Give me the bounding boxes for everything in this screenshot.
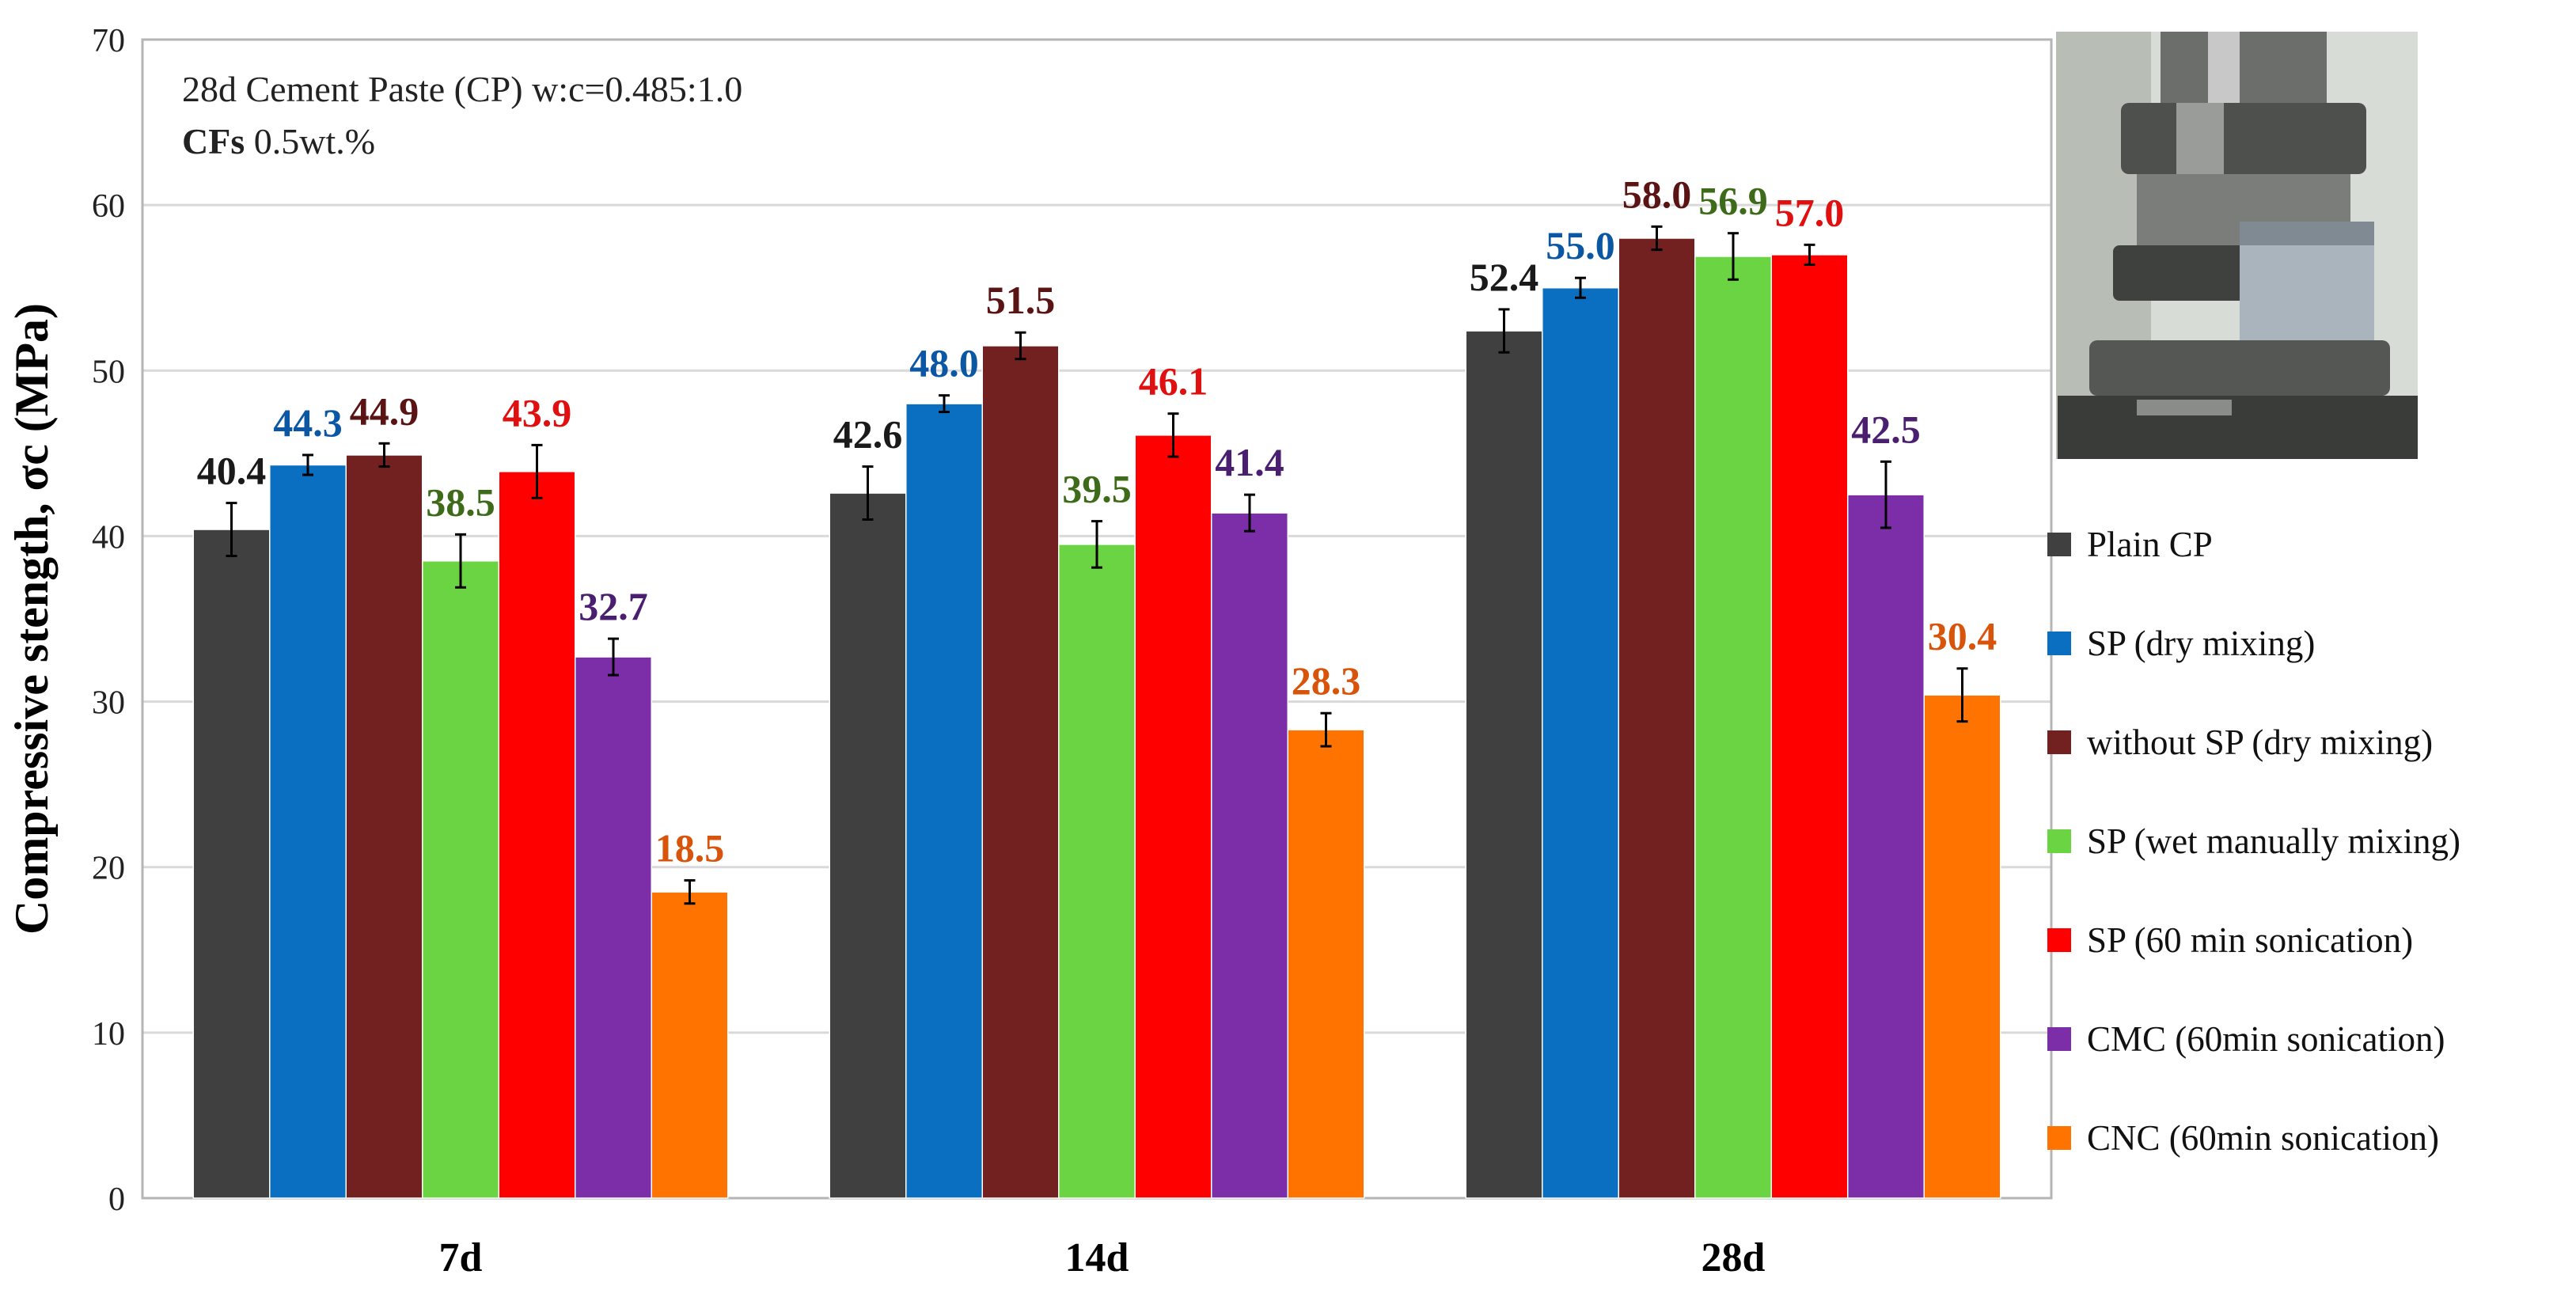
bar (1058, 544, 1136, 1199)
legend-swatch (2047, 1126, 2071, 1150)
bars (192, 237, 2001, 1199)
legend-label: Plain CP (2087, 525, 2213, 564)
annotation-cfs-amount: 0.5wt.% (245, 121, 375, 161)
bar (651, 891, 729, 1199)
annotation-line-2: CFs 0.5wt.% (182, 121, 375, 161)
y-tick-label: 20 (92, 851, 125, 887)
data-label: 46.1 (1139, 359, 1208, 404)
data-label: 58.0 (1622, 172, 1692, 216)
data-label: 55.0 (1546, 223, 1615, 267)
press-base-highlight (2137, 400, 2232, 415)
legend: Plain CP SP (dry mixing) without SP (dry … (2047, 525, 2460, 1158)
bar (1287, 729, 1365, 1199)
legend-swatch (2047, 928, 2071, 952)
y-tick-label: 50 (92, 354, 125, 390)
data-label: 43.9 (503, 390, 572, 434)
legend-label: SP (dry mixing) (2087, 624, 2315, 663)
legend-swatch (2047, 730, 2071, 754)
legend-swatch (2047, 632, 2071, 655)
bar (1847, 494, 1925, 1199)
bar (345, 454, 423, 1199)
y-tick-label: 10 (92, 1016, 125, 1053)
y-tick-label: 0 (108, 1182, 125, 1218)
bar (498, 471, 576, 1199)
legend-label: SP (wet manually mixing) (2087, 821, 2460, 861)
bar (422, 560, 499, 1199)
data-label: 44.3 (273, 400, 343, 445)
data-label: 40.4 (197, 449, 267, 493)
legend-label: without SP (dry mixing) (2087, 723, 2433, 762)
x-tick-label: 14d (1065, 1235, 1129, 1280)
data-label: 39.5 (1062, 467, 1132, 511)
specimen-photo (2056, 32, 2418, 459)
bar (575, 656, 652, 1199)
legend-label: CMC (60min sonication) (2087, 1019, 2445, 1059)
bar (1134, 434, 1212, 1199)
bar (1770, 254, 1849, 1199)
y-tick-labels: 0 10 20 30 40 50 60 70 (92, 23, 125, 1218)
bar (1694, 256, 1772, 1199)
press-upper-plate (2121, 103, 2366, 174)
x-tick-label: 7d (439, 1235, 483, 1280)
chart-annotation: 28d Cement Paste (CP) w:c=0.485:1.0 CFs … (182, 69, 742, 161)
y-axis-label: Compressive stength, σc (MPa) (6, 303, 58, 935)
x-tick-label: 28d (1702, 1235, 1766, 1280)
annotation-cfs: CFs (182, 121, 245, 161)
data-label: 48.0 (909, 341, 979, 385)
data-label: 30.4 (1928, 614, 1997, 658)
data-label: 41.4 (1215, 440, 1284, 484)
press-upper-plate-highlight (2176, 103, 2224, 174)
legend-swatch (2047, 829, 2071, 853)
bar (1618, 237, 1696, 1199)
data-label: 57.0 (1775, 190, 1845, 234)
legend-swatch (2047, 1027, 2071, 1051)
x-tick-labels: 7d 14d 28d (439, 1235, 1766, 1280)
bar (1923, 694, 2001, 1199)
y-tick-label: 30 (92, 685, 125, 722)
press-lower-plate (2089, 340, 2390, 396)
annotation-line-1: 28d Cement Paste (CP) w:c=0.485:1.0 (182, 69, 742, 109)
bar (905, 403, 983, 1199)
error-bars (226, 225, 1968, 905)
legend-label: SP (60 min sonication) (2087, 920, 2413, 960)
bar (1211, 512, 1288, 1199)
data-label: 42.6 (833, 412, 903, 457)
y-tick-label: 60 (92, 188, 125, 225)
bar (1542, 286, 1619, 1199)
data-label: 38.5 (426, 480, 495, 524)
data-label: 44.9 (350, 389, 419, 433)
data-label: 32.7 (579, 584, 648, 628)
bar (829, 492, 907, 1199)
y-tick-label: 40 (92, 519, 125, 556)
data-label: 42.5 (1851, 407, 1921, 451)
bar (192, 529, 271, 1199)
data-label: 18.5 (655, 825, 725, 870)
press-upper-shaft (2161, 32, 2327, 103)
press-upper-shaft-highlight (2208, 32, 2240, 103)
data-label: 51.5 (986, 278, 1056, 322)
data-label: 52.4 (1470, 255, 1539, 299)
specimen-cube-shadow (2240, 222, 2374, 245)
legend-label: CNC (60min sonication) (2087, 1118, 2439, 1158)
press-base (2058, 396, 2418, 459)
y-tick-label: 70 (92, 23, 125, 59)
data-label: 56.9 (1698, 179, 1768, 223)
bar (981, 345, 1060, 1199)
legend-swatch (2047, 533, 2071, 556)
data-labels: 40.444.3 44.9 38.5 43.9 32.7 18.5 42.648.051.5… (197, 172, 1997, 870)
bar (1465, 330, 1543, 1199)
data-label: 28.3 (1292, 658, 1361, 703)
bar (269, 464, 347, 1199)
